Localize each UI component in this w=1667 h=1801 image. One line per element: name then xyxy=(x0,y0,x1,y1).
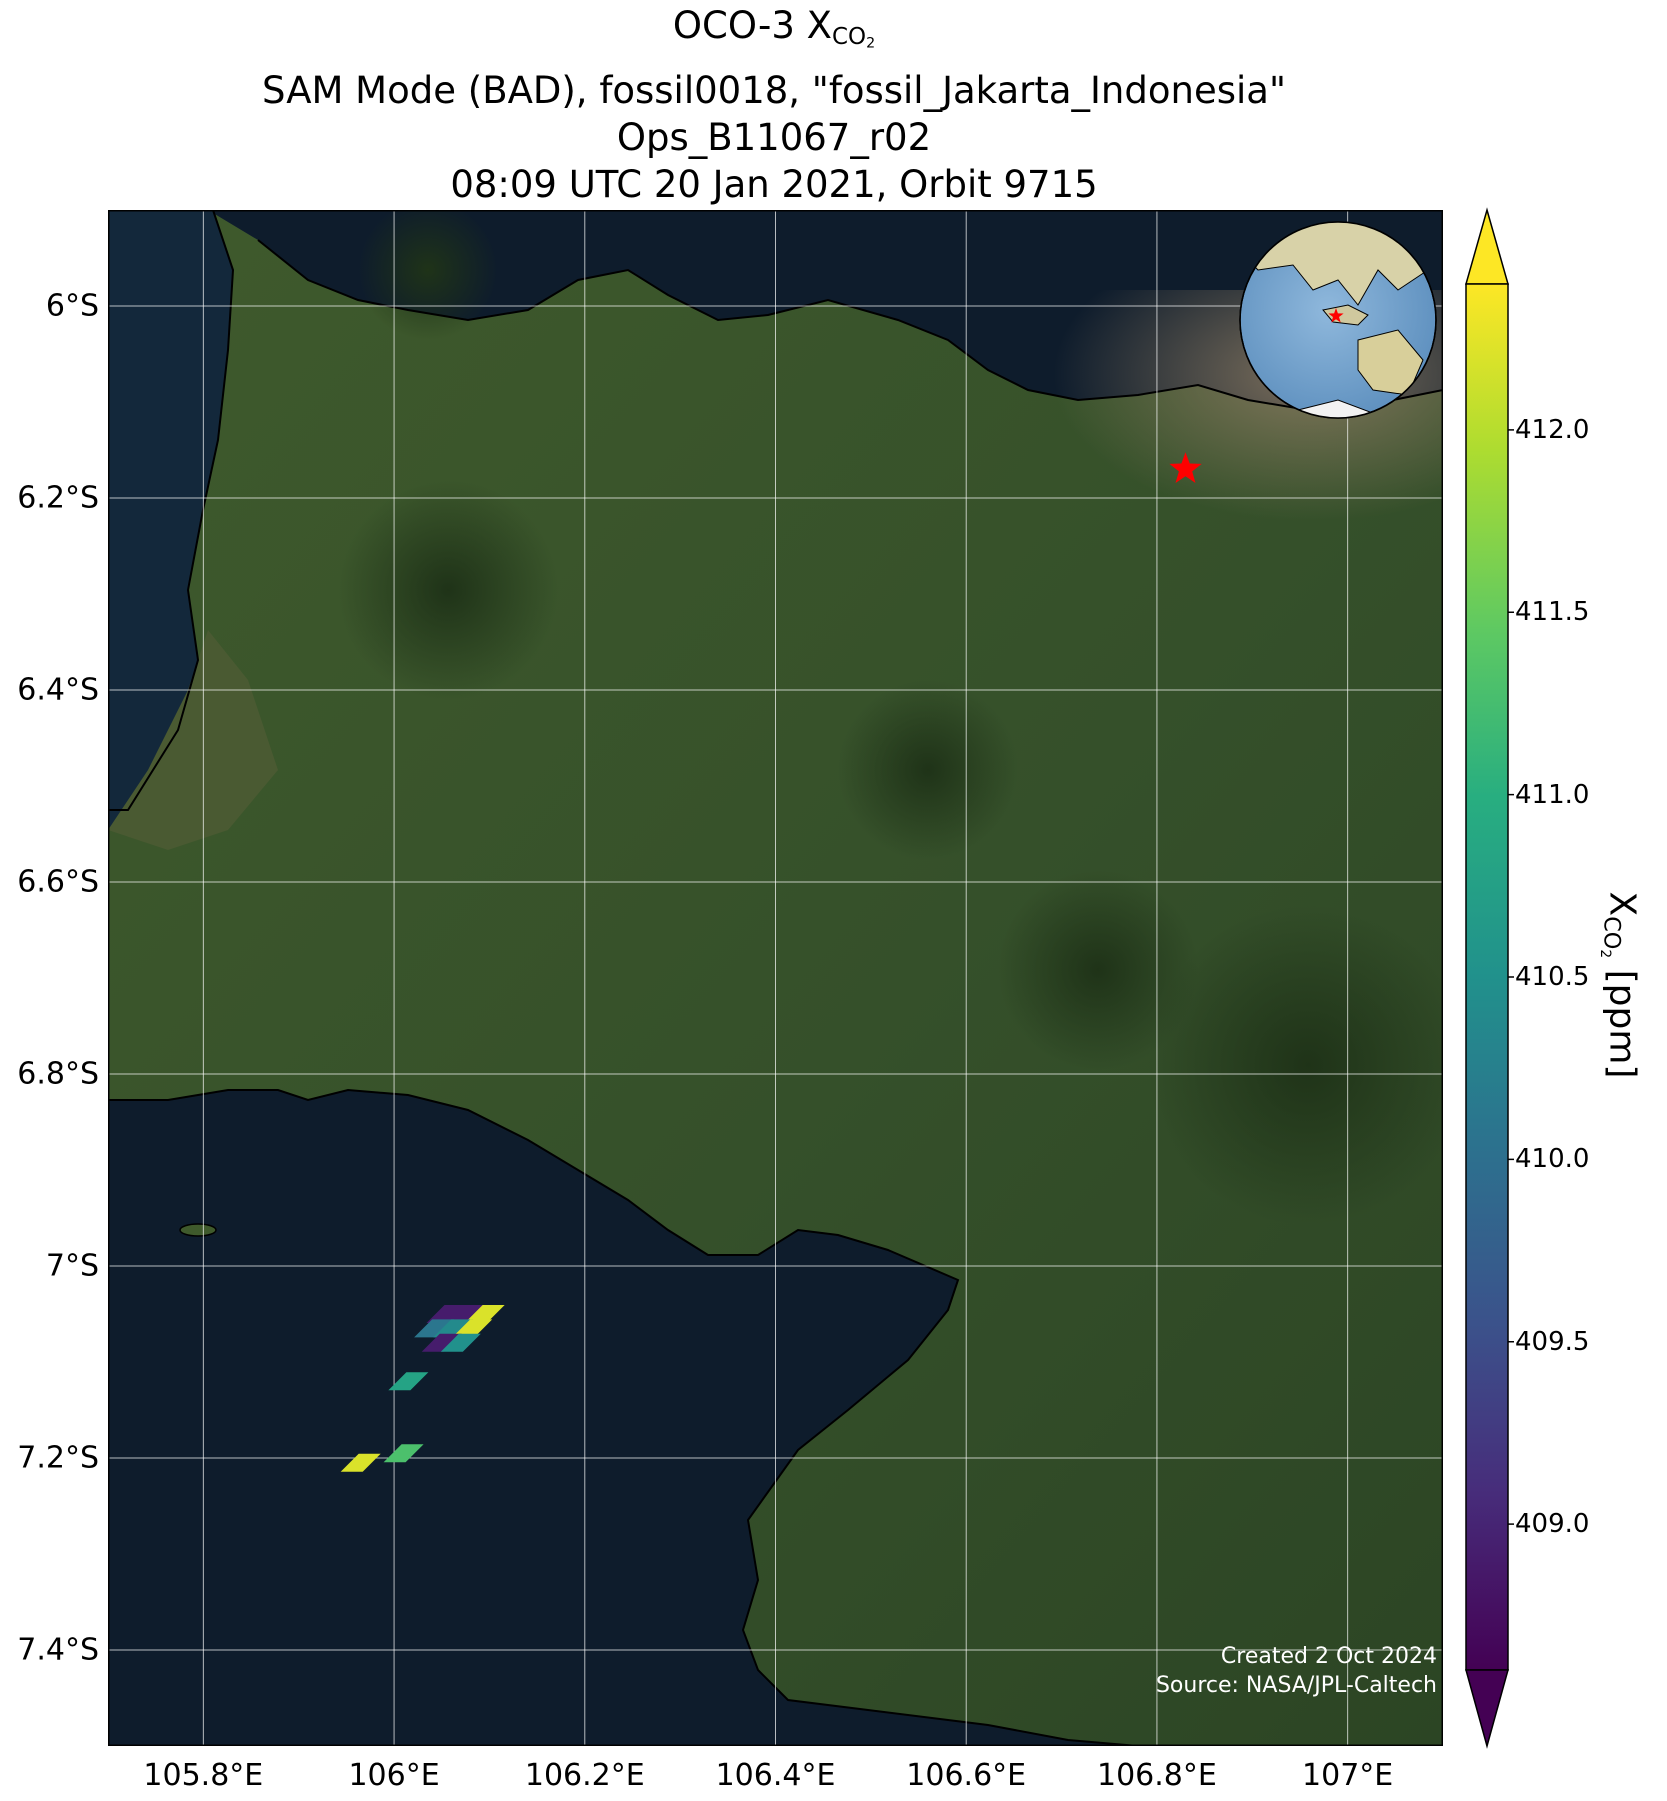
sounding-footprint xyxy=(421,1333,462,1352)
title-line-4: 08:09 UTC 20 Jan 2021, Orbit 9715 xyxy=(450,163,1098,207)
volcano-shadow xyxy=(338,480,558,700)
lon-tick-label: 106.2°E xyxy=(524,1758,645,1793)
created-date: Created 2 Oct 2024 xyxy=(1220,1644,1437,1669)
colorbar-tick-label: 410.5 xyxy=(1515,962,1590,992)
title-line-3: Ops_B11067_r02 xyxy=(616,116,932,160)
sounding-footprint xyxy=(388,1372,429,1391)
lon-tick-label: 106°E xyxy=(348,1758,440,1793)
colorbar-tick-label: 409.0 xyxy=(1515,1509,1590,1540)
west-bay xyxy=(108,210,233,830)
volcano-shadow xyxy=(1148,905,1443,1225)
credits: Created 2 Oct 2024 Source: NASA/JPL-Calt… xyxy=(1156,1642,1437,1700)
map-title: OCO-3 XCO2 SAM Mode (BAD), fossil0018, "… xyxy=(0,2,1548,208)
colorbar-tick-label: 411.5 xyxy=(1515,597,1590,628)
colorbar-tick-label: 412.0 xyxy=(1515,414,1590,445)
lon-tick-label: 107°E xyxy=(1302,1758,1394,1793)
star-icon xyxy=(1328,308,1344,323)
lon-tick-label: 106.4°E xyxy=(715,1758,836,1793)
star-icon xyxy=(1169,452,1202,483)
colorbar-extend-max xyxy=(1465,207,1509,285)
west-peninsula xyxy=(108,630,278,850)
lon-tick-label: 106.6°E xyxy=(906,1758,1027,1793)
map-frame xyxy=(108,210,1443,1746)
colorbar xyxy=(1465,207,1514,1749)
star-icon xyxy=(1328,308,1344,323)
title-line-1: OCO-3 XCO2 xyxy=(672,4,876,52)
lon-tick-label: 106.8°E xyxy=(1097,1758,1217,1793)
sounding-footprint xyxy=(464,1305,505,1323)
lat-tick-label: 6.8°S xyxy=(17,1056,99,1092)
colorbar-tick-label: 410.0 xyxy=(1515,1144,1590,1175)
colorbar-label: XCO2 [ppm] xyxy=(1597,891,1643,1079)
sounding-footprint xyxy=(445,1305,486,1323)
sounding-footprint xyxy=(340,1453,381,1472)
lat-tick-label: 7.2°S xyxy=(17,1440,99,1476)
small-island xyxy=(179,1223,217,1237)
target-marker xyxy=(1169,452,1202,483)
data-source: Source: NASA/JPL-Caltech xyxy=(1155,1673,1437,1698)
colorbar-extend-min xyxy=(1465,1669,1509,1749)
sounding-footprint xyxy=(452,1319,493,1338)
map-panel[interactable] xyxy=(108,210,1443,1746)
sounding-footprint xyxy=(440,1333,481,1352)
lat-tick-label: 6.4°S xyxy=(17,672,99,708)
lat-tick-label: 6.2°S xyxy=(17,480,99,516)
xco2-soundings xyxy=(340,1305,505,1472)
sounding-footprint xyxy=(426,1305,467,1323)
lat-tick-label: 6.6°S xyxy=(17,864,99,900)
lat-tick-label: 7°S xyxy=(45,1248,99,1284)
colorbar-tick-label: 411.0 xyxy=(1515,779,1590,810)
lon-tick-label: 105.8°E xyxy=(143,1758,264,1793)
sounding-footprint xyxy=(383,1444,424,1463)
volcano-shadow xyxy=(998,870,1198,1070)
title-line-2: SAM Mode (BAD), fossil0018, "fossil_Jaka… xyxy=(262,69,1286,113)
colorbar-gradient xyxy=(1465,283,1509,1671)
volcano-shadow xyxy=(838,680,1018,860)
lat-tick-label: 6°S xyxy=(45,288,99,324)
coastline xyxy=(108,210,1443,1746)
colorbar-tick-label: 409.5 xyxy=(1515,1326,1590,1357)
sounding-footprint xyxy=(414,1319,455,1338)
graticule xyxy=(108,210,1443,1746)
sounding-footprint xyxy=(433,1319,474,1338)
lat-tick-label: 7.4°S xyxy=(17,1632,99,1668)
